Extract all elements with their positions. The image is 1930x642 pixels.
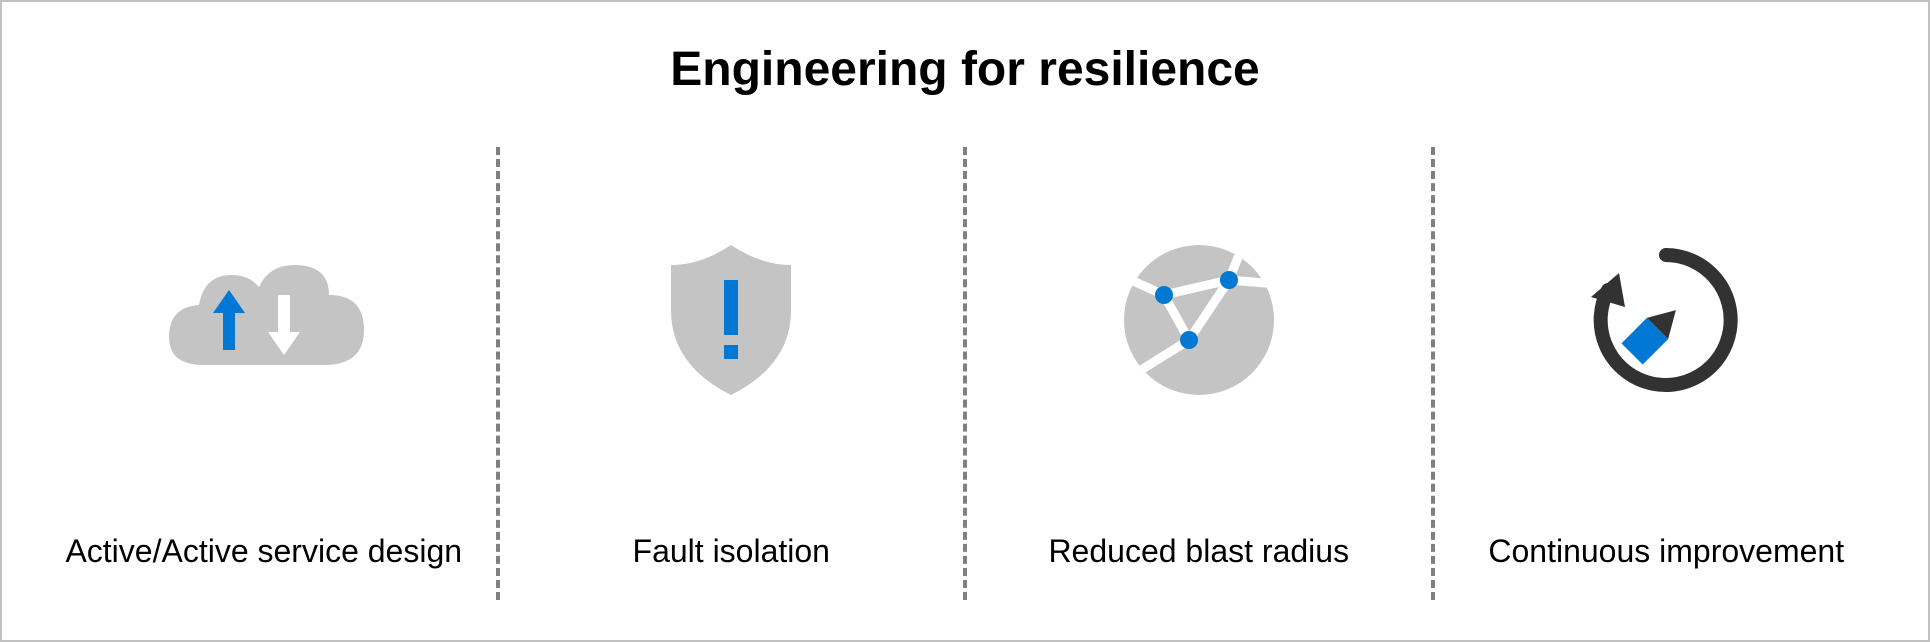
page-title: Engineering for resilience [32,42,1898,97]
caption-continuous-improvement: Continuous improvement [1488,533,1844,600]
column-active-active: Active/Active service design [32,147,496,600]
column-continuous-improvement: Continuous improvement [1435,147,1899,600]
cycle-pencil-icon [1455,147,1879,493]
columns-row: Active/Active service design Fault isola… [32,147,1898,600]
caption-blast-radius: Reduced blast radius [1048,533,1349,600]
column-blast-radius: Reduced blast radius [967,147,1431,600]
shield-alert-icon [520,147,944,493]
cloud-arrows-icon [52,147,476,493]
caption-active-active: Active/Active service design [65,533,462,600]
column-fault-isolation: Fault isolation [500,147,964,600]
caption-fault-isolation: Fault isolation [633,533,830,600]
network-globe-icon [987,147,1411,493]
infographic-container: Engineering for resilience Active/Active [0,0,1930,642]
